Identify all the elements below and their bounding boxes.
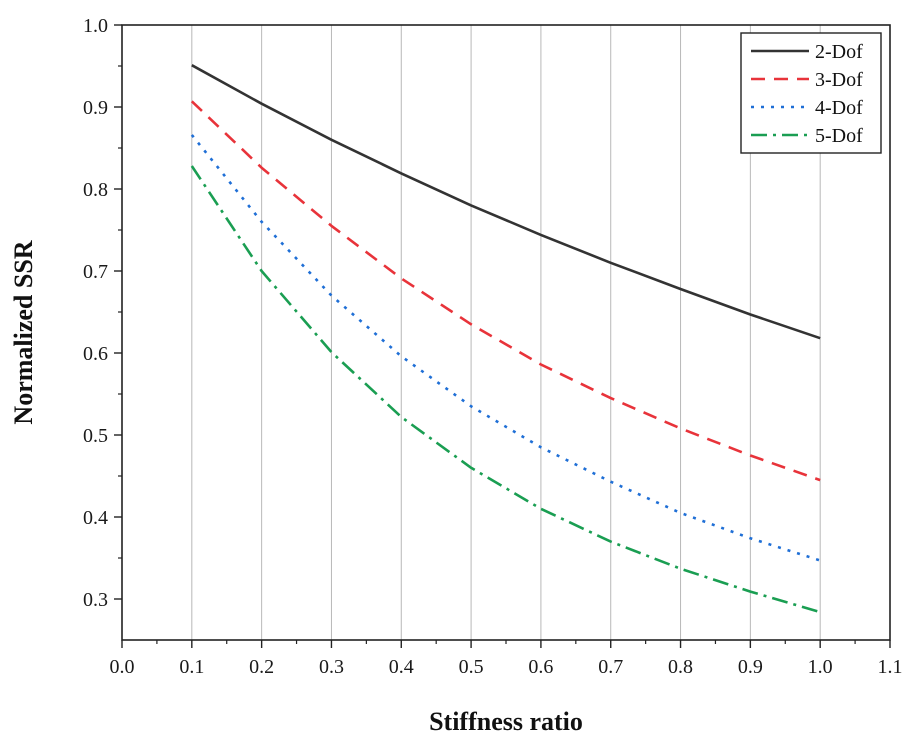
legend-label-3-dof: 3-Dof [815, 69, 863, 91]
legend-label-5-dof: 5-Dof [815, 125, 863, 147]
y-tick-label: 0.7 [83, 261, 108, 283]
x-tick-label: 0.1 [179, 656, 204, 678]
x-tick-label: 0.9 [738, 656, 763, 678]
x-tick-label: 0.8 [668, 656, 693, 678]
x-tick-label: 0.3 [319, 656, 344, 678]
series-line-4-dof [190, 134, 821, 562]
x-tick-label: 0.4 [389, 656, 414, 678]
series-lines [190, 64, 821, 614]
series-line-2-dof [191, 64, 821, 340]
series-line-5-dof [190, 165, 821, 614]
x-axis-title: Stiffness ratio [429, 707, 583, 736]
x-tick-label: 0.7 [598, 656, 623, 678]
y-tick-label: 0.6 [83, 343, 108, 365]
axis-ticks: 0.0 0.1 0.2 0.3 0.4 0.5 0.6 0.7 0.8 0.9 1.0 1.1 0.3 0… [83, 15, 903, 678]
y-tick-label: 0.3 [83, 589, 108, 611]
x-tick-label: 0.6 [528, 656, 553, 678]
legend-label-2-dof: 2-Dof [815, 41, 863, 63]
y-tick-label: 0.4 [83, 507, 108, 529]
series-line-3-dof [190, 100, 821, 482]
x-tick-label: 1.0 [808, 656, 833, 678]
y-tick-label: 0.5 [83, 425, 108, 447]
x-tick-label: 0.2 [249, 656, 274, 678]
x-tick-label: 1.1 [878, 656, 903, 678]
y-tick-label: 0.9 [83, 97, 108, 119]
legend-box [740, 32, 882, 154]
x-tick-label: 0.5 [459, 656, 484, 678]
y-tick-label: 0.8 [83, 179, 108, 201]
grid [191, 25, 821, 640]
x-tick-label: 0.0 [110, 656, 135, 678]
y-axis-title: Normalized SSR [9, 240, 38, 424]
legend: 2-Dof 3-Dof 4-Dof 5-Dof [740, 32, 882, 154]
y-tick-label: 1.0 [83, 15, 108, 37]
legend-label-4-dof: 4-Dof [815, 97, 863, 119]
